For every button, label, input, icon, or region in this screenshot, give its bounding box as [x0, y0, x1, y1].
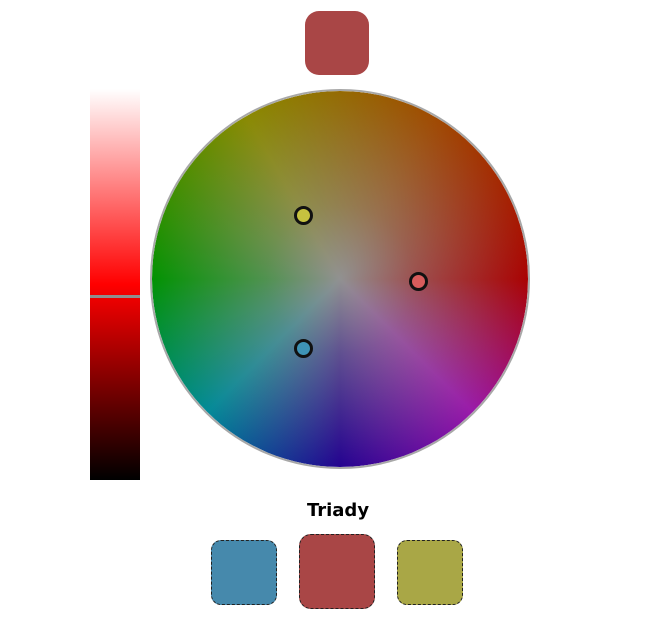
triad-marker-1[interactable]: [294, 206, 313, 225]
scheme-swatch-1[interactable]: [211, 540, 277, 605]
triad-marker-2[interactable]: [409, 272, 428, 291]
scheme-swatch-3[interactable]: [397, 540, 463, 605]
color-wheel[interactable]: [150, 89, 530, 469]
color-wheel-saturation: [152, 91, 528, 467]
lightness-slider[interactable]: [90, 89, 140, 480]
scheme-swatch-2[interactable]: [299, 534, 375, 609]
selected-color-swatch: [305, 11, 369, 75]
scheme-label: Triady: [306, 500, 370, 521]
lightness-slider-handle[interactable]: [90, 295, 140, 299]
triad-marker-3[interactable]: [294, 339, 313, 358]
